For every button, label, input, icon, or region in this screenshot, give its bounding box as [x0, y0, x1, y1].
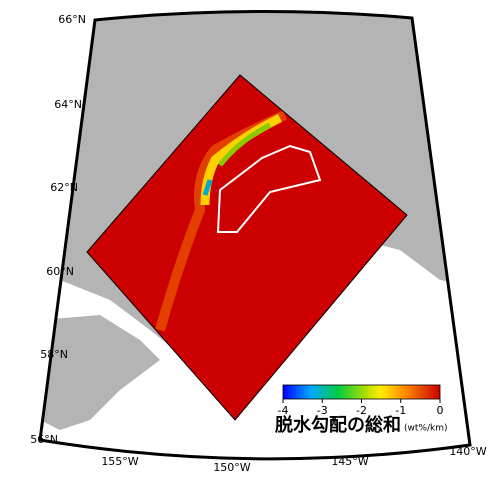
region-outline [216, 144, 322, 233]
colorbar-tick-label: -4 [278, 404, 289, 417]
lat-label: 62°N [50, 181, 78, 194]
colorbar-title: 脱水勾配の総和 [275, 414, 401, 436]
lon-label: 140°W [449, 445, 486, 458]
lon-label: 150°W [213, 461, 250, 474]
map-frame [38, 9, 472, 461]
lon-label: 145°W [331, 455, 368, 468]
lat-label: 66°N [58, 13, 86, 26]
colorbar-tick-label: 0 [437, 404, 444, 417]
lon-label: 155°W [101, 455, 138, 468]
colorbar [282, 384, 441, 400]
colorbar-tick-label: -2 [356, 404, 367, 417]
colorbar-unit: (wt%/km) [404, 424, 447, 434]
gradient-field [87, 75, 407, 420]
lat-label: 56°N [30, 433, 58, 446]
colorbar-tick-label: -1 [395, 404, 406, 417]
lat-label: 60°N [46, 265, 74, 278]
lat-label: 58°N [40, 348, 68, 361]
land [40, 315, 160, 430]
colorbar-tick-label: -3 [317, 404, 328, 417]
lat-label: 64°N [54, 98, 82, 111]
